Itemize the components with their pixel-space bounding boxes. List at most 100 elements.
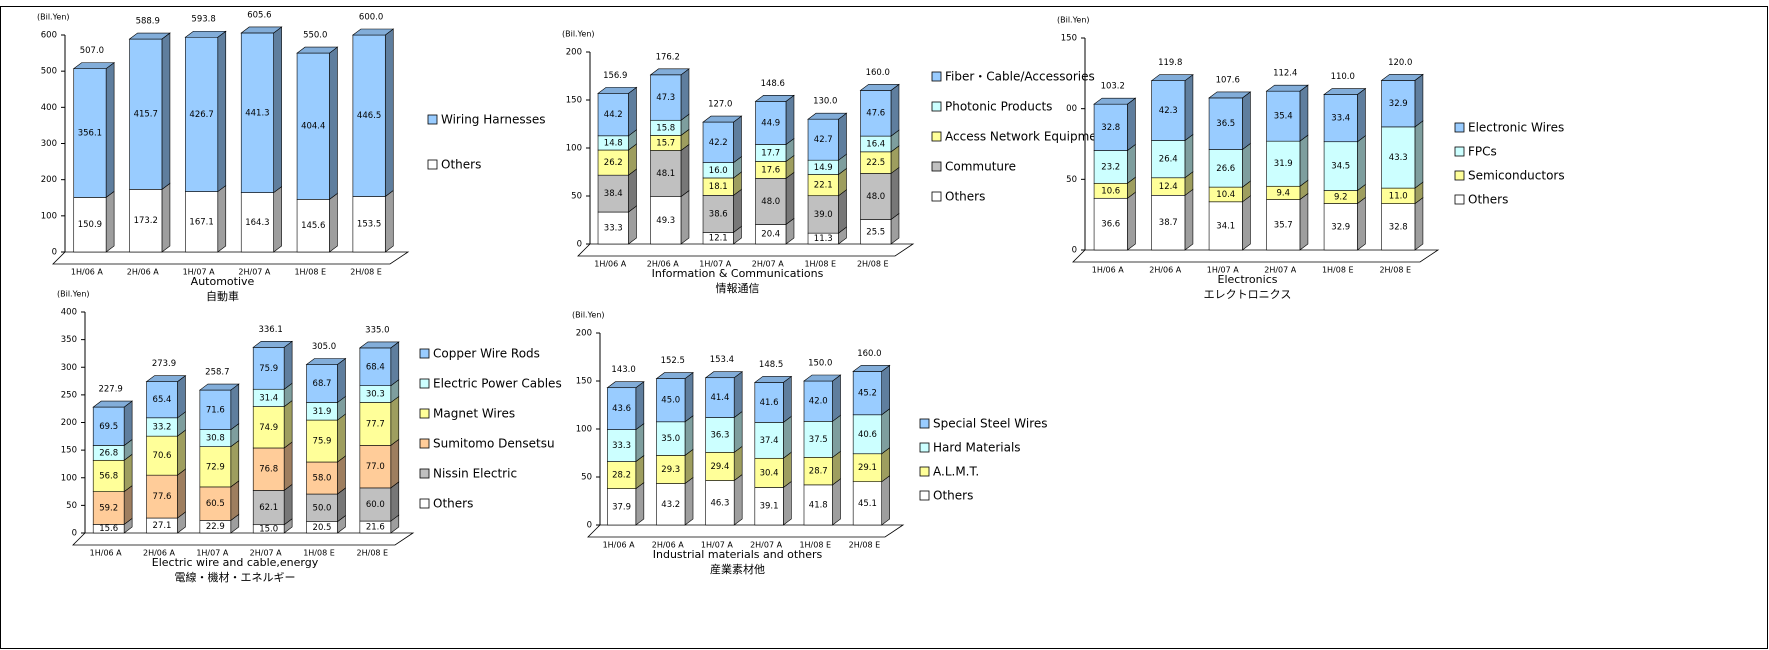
bar-segment xyxy=(1266,90,1301,142)
legend-swatch xyxy=(919,418,930,429)
data-label: 20.4 xyxy=(761,230,780,240)
total-label: 130.0 xyxy=(813,97,837,107)
data-label: 60.5 xyxy=(206,499,225,509)
data-label: 41.6 xyxy=(760,398,779,408)
data-label: 356.1 xyxy=(78,129,102,139)
bar-side xyxy=(1127,191,1136,251)
bar-side xyxy=(628,86,637,137)
data-label: 62.1 xyxy=(259,503,278,513)
data-label: 17.6 xyxy=(761,165,780,175)
data-label: 31.9 xyxy=(313,407,332,417)
bar-segment xyxy=(1151,195,1186,251)
data-label: 18.1 xyxy=(709,182,728,192)
bar-segment xyxy=(807,118,839,161)
data-label: 25.5 xyxy=(866,227,885,237)
data-label: 32.8 xyxy=(1101,123,1120,133)
bar-top xyxy=(597,87,638,94)
bar-side xyxy=(390,341,400,387)
data-label: 14.9 xyxy=(814,163,833,173)
y-tick-label: 100 xyxy=(566,144,582,154)
data-label: 42.7 xyxy=(814,135,833,145)
bar-segment xyxy=(1323,94,1358,143)
bar-top xyxy=(128,32,171,40)
bar-segment xyxy=(1151,80,1186,141)
bar-segment xyxy=(73,197,107,253)
data-label: 22.5 xyxy=(866,158,885,168)
bar-segment xyxy=(803,421,833,458)
total-label: 103.2 xyxy=(1101,82,1125,92)
data-label: 32.8 xyxy=(1389,222,1408,232)
total-label: 160.0 xyxy=(857,349,881,359)
bar-side xyxy=(1299,134,1309,187)
legend-swatch xyxy=(427,159,438,170)
bar-segment xyxy=(1208,149,1243,188)
floor xyxy=(1072,249,1440,263)
bar-side xyxy=(283,483,293,526)
total-label: 148.5 xyxy=(759,360,783,370)
legend-label: A.L.M.T. xyxy=(933,465,979,479)
bar-segment xyxy=(306,461,338,495)
bar-top xyxy=(807,112,848,120)
bar-segment xyxy=(852,453,882,483)
bar-side xyxy=(230,480,240,521)
bar-segment xyxy=(852,371,882,416)
data-label: 44.2 xyxy=(604,110,623,120)
total-label: 600.0 xyxy=(359,13,383,23)
bar-top xyxy=(1265,84,1309,92)
bar-segment xyxy=(1323,203,1358,251)
y-tick-label: 0 xyxy=(72,529,77,539)
bar-segment xyxy=(240,32,274,193)
bar-side xyxy=(1414,120,1424,189)
total-label: 176.2 xyxy=(656,52,680,62)
bar-side xyxy=(384,28,394,198)
data-label: 37.9 xyxy=(612,502,631,512)
legend-swatch xyxy=(419,348,430,359)
x-tick-label: 1H/07 A xyxy=(196,549,229,558)
legend-swatch xyxy=(419,468,430,479)
bar-side xyxy=(733,410,743,453)
bar-top xyxy=(702,115,743,123)
y-tick-label: 400 xyxy=(41,103,57,113)
data-label: 65.4 xyxy=(153,395,172,405)
y-axis-label: (Bil.Yen) xyxy=(57,290,90,299)
data-label: 48.0 xyxy=(761,197,780,207)
data-label: 42.0 xyxy=(809,397,828,407)
data-label: 30.8 xyxy=(206,434,225,444)
legend-label: Sumitomo Densetsu xyxy=(433,437,555,451)
y-tick-label: 500 xyxy=(41,67,57,77)
legend-label: Electronic Wires xyxy=(1468,121,1564,135)
legend-label: Special Steel Wires xyxy=(933,417,1048,431)
total-label: 550.0 xyxy=(303,31,327,41)
data-label: 56.8 xyxy=(99,471,118,481)
bar-segment xyxy=(607,488,637,526)
data-label: 43.2 xyxy=(661,500,680,510)
data-label: 33.3 xyxy=(612,441,631,451)
bar-side xyxy=(881,364,890,416)
data-label: 441.3 xyxy=(245,108,269,118)
bar-side xyxy=(881,475,890,526)
bar-side xyxy=(684,476,694,526)
legend-label: Others xyxy=(433,497,473,511)
bar-top xyxy=(252,341,294,348)
total-label: 336.1 xyxy=(258,325,282,335)
legend-label: Nissin Electric xyxy=(433,467,517,481)
bar-side xyxy=(177,429,186,476)
bar-top xyxy=(859,84,900,91)
data-label: 68.4 xyxy=(366,362,385,372)
bar-side xyxy=(684,415,694,456)
bar-segment xyxy=(185,36,219,192)
bar-segment xyxy=(1323,141,1358,191)
bar-top xyxy=(296,46,339,54)
data-label: 39.1 xyxy=(760,502,779,512)
total-label: 507.0 xyxy=(80,46,104,56)
data-label: 49.3 xyxy=(656,216,675,226)
data-label: 33.4 xyxy=(1331,114,1350,124)
bar-segment xyxy=(650,150,682,197)
bar-side xyxy=(1357,87,1366,143)
y-axis-label: (Bil.Yen) xyxy=(562,30,595,39)
data-label: 33.2 xyxy=(153,422,172,432)
x-tick-label: 2H/08 E xyxy=(857,260,889,269)
chart-title: Electronics xyxy=(1218,273,1278,286)
bar-segment xyxy=(754,487,784,526)
bar-side xyxy=(283,340,293,390)
